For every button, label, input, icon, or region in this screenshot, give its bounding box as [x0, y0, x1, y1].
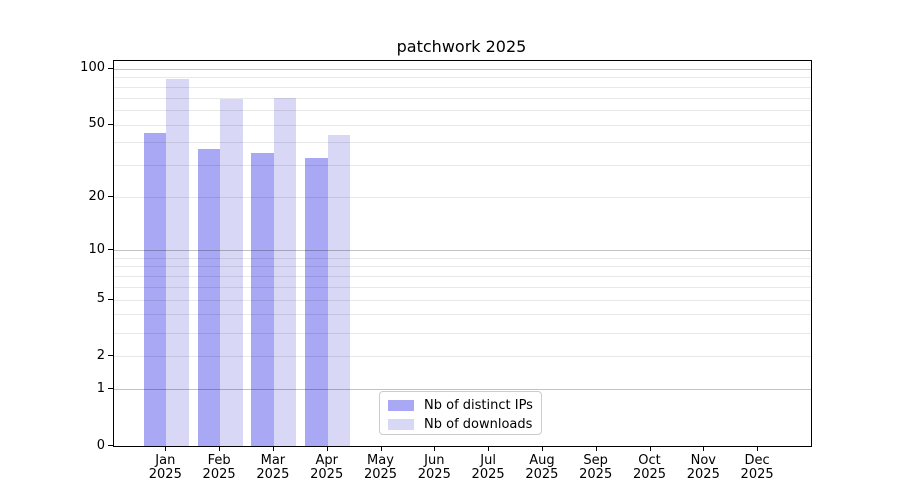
x-tick-label-may: May 2025: [363, 453, 398, 482]
bar-distinct-ips-mar: [251, 153, 274, 446]
gridline-minor-5: [114, 299, 811, 301]
gridline-minor-6: [114, 286, 811, 288]
x-tick-mark-jul: [488, 446, 490, 451]
x-tick-mark-nov: [703, 446, 705, 451]
legend-label-distinct-ips: Nb of distinct IPs: [424, 398, 533, 413]
x-tick-mark-oct: [649, 446, 651, 451]
legend-swatch-distinct-ips: [388, 400, 414, 411]
y-tick-label-10: 10: [88, 241, 105, 257]
x-tick-mark-mar: [272, 446, 274, 451]
x-tick-mark-jan: [165, 446, 167, 451]
legend: Nb of distinct IPs Nb of downloads: [379, 391, 542, 435]
x-tick-mark-sep: [595, 446, 597, 451]
y-tick-mark-20: [108, 196, 113, 198]
y-tick-mark-0: [108, 445, 113, 446]
bar-downloads-jan: [166, 79, 189, 446]
gridline-minor-70: [114, 97, 811, 99]
bar-downloads-mar: [273, 97, 297, 446]
y-tick-label-5: 5: [96, 291, 105, 306]
x-tick-label-nov: Nov 2025: [686, 453, 720, 482]
legend-swatch-downloads: [388, 419, 414, 430]
y-tick-label-0: 0: [96, 437, 105, 453]
gridline-minor-90: [114, 77, 811, 79]
y-tick-mark-10: [108, 249, 113, 250]
gridline-minor-4: [114, 314, 811, 316]
bar-distinct-ips-apr: [305, 157, 328, 446]
y-tick-label-2: 2: [96, 347, 105, 363]
x-tick-label-jul: Jul 2025: [471, 453, 505, 482]
x-tick-label-jun: Jun 2025: [417, 453, 451, 482]
x-tick-label-feb: Feb 2025: [202, 453, 236, 482]
x-tick-mark-may: [380, 446, 382, 451]
y-tick-mark-5: [108, 298, 113, 300]
y-tick-mark-1: [108, 388, 113, 390]
x-tick-label-mar: Mar 2025: [256, 453, 290, 482]
y-tick-label-1: 1: [96, 380, 105, 396]
bar-downloads-apr: [327, 134, 351, 446]
y-tick-label-50: 50: [88, 116, 105, 132]
gridline-minor-30: [114, 165, 811, 167]
gridline-minor-60: [114, 109, 811, 111]
x-tick-label-dec: Dec 2025: [740, 453, 774, 482]
x-tick-mark-feb: [219, 446, 221, 451]
gridline-minor-80: [114, 86, 811, 88]
x-tick-label-sep: Sep 2025: [579, 453, 613, 482]
plot-area: Nb of distinct IPs Nb of downloads: [113, 60, 812, 447]
y-tick-mark-100: [108, 67, 113, 69]
x-tick-label-aug: Aug 2025: [525, 453, 559, 482]
gridline-minor-50: [114, 124, 811, 126]
gridline-minor-2: [114, 356, 811, 358]
x-tick-label-apr: Apr 2025: [310, 453, 344, 482]
x-tick-label-jan: Jan 2025: [148, 453, 182, 482]
x-tick-mark-apr: [326, 446, 328, 451]
gridline-minor-7: [114, 276, 811, 277]
gridline-minor-8: [114, 266, 811, 268]
y-tick-label-100: 100: [80, 60, 105, 76]
y-tick-label-20: 20: [88, 188, 105, 204]
legend-item-distinct-ips: Nb of distinct IPs: [388, 397, 541, 414]
y-tick-mark-2: [108, 355, 113, 357]
x-tick-label-oct: Oct 2025: [632, 453, 667, 482]
bar-distinct-ips-jan: [143, 133, 167, 446]
y-tick-mark-50: [108, 123, 113, 125]
gridline-minor-9: [114, 257, 811, 259]
gridline-major-100: [114, 68, 811, 70]
legend-label-downloads: Nb of downloads: [424, 417, 533, 432]
gridline-major-10: [114, 250, 811, 251]
gridline-minor-40: [114, 142, 811, 144]
bar-distinct-ips-feb: [197, 148, 221, 446]
x-tick-mark-dec: [757, 446, 759, 451]
gridline-minor-3: [114, 332, 811, 334]
gridline-minor-20: [114, 197, 811, 199]
bar-downloads-feb: [220, 98, 243, 446]
x-tick-mark-aug: [541, 446, 543, 451]
chart-title: patchwork 2025: [396, 37, 527, 56]
gridline-major-1: [114, 389, 811, 391]
x-tick-mark-jun: [434, 446, 436, 451]
legend-item-downloads: Nb of downloads: [388, 416, 541, 433]
